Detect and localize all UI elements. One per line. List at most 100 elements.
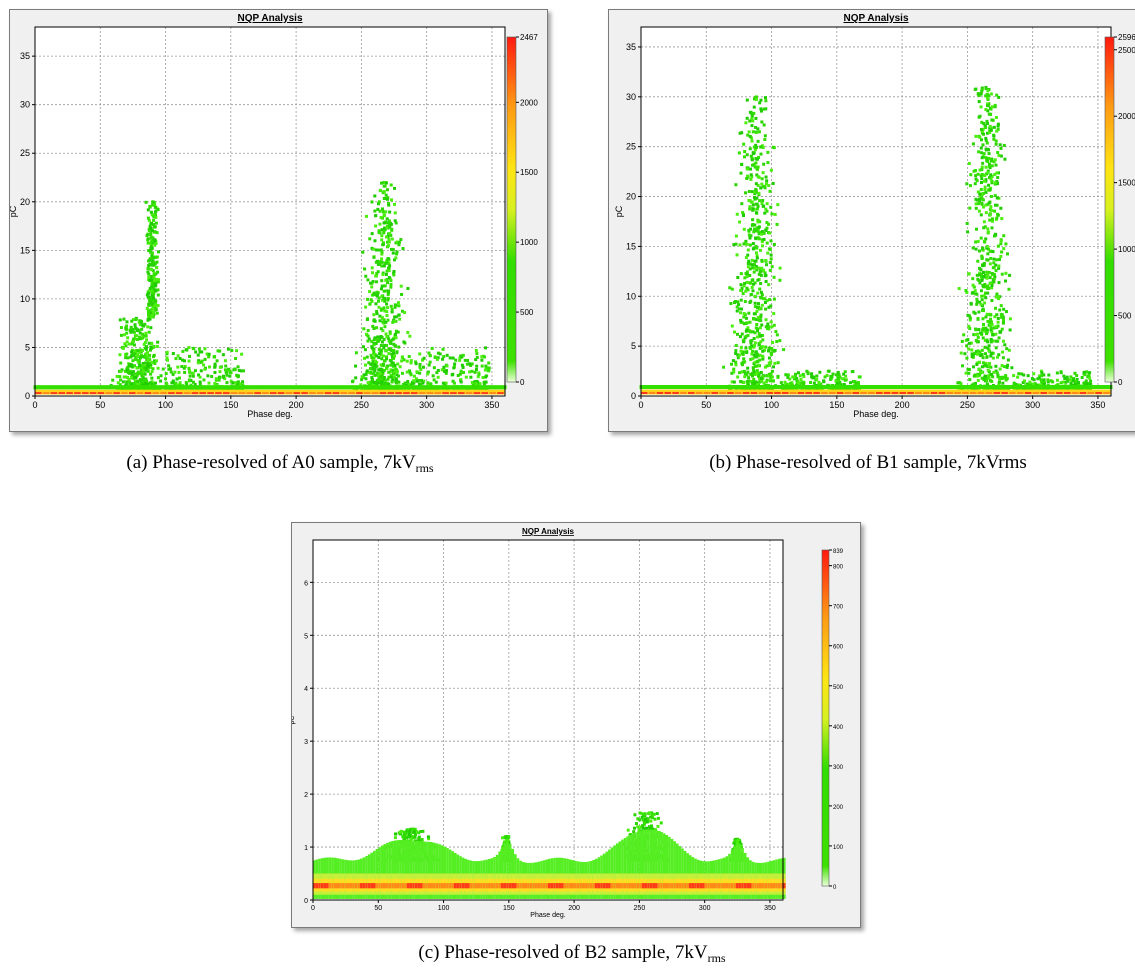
pd-point [940, 385, 944, 390]
pd-point [880, 385, 884, 390]
pd-point [1032, 385, 1036, 390]
baseline-band-hot [1009, 392, 1016, 395]
pd-point [377, 352, 381, 356]
pd-point [963, 385, 967, 390]
pd-point [385, 357, 389, 361]
pd-point [147, 302, 151, 306]
pd-point [748, 147, 752, 151]
pd-point [384, 235, 388, 239]
pd-point [773, 212, 777, 216]
pd-point [739, 385, 743, 390]
pd-point [155, 311, 159, 315]
pd-point [114, 385, 118, 390]
pd-point [794, 385, 798, 390]
pd-point [233, 368, 237, 372]
pd-point [485, 387, 489, 391]
pd-point [381, 210, 385, 214]
pd-point [763, 301, 767, 305]
pd-point [763, 211, 767, 215]
pd-point [376, 381, 380, 385]
pd-point [746, 366, 750, 370]
pd-point [751, 207, 755, 211]
pd-point [739, 298, 743, 302]
colorbar-tick-label: 1000 [520, 238, 538, 247]
baseline-band-hot [144, 392, 152, 395]
pd-point [382, 385, 386, 390]
baseline-band-hot [844, 392, 852, 395]
pd-point [1014, 382, 1018, 386]
pd-point [138, 335, 142, 339]
pd-point [754, 116, 758, 120]
pd-point [992, 261, 996, 265]
pd-point [392, 269, 396, 273]
pd-point [104, 385, 107, 390]
pd-point [992, 326, 996, 330]
pd-point [236, 380, 240, 384]
pd-point [384, 343, 388, 347]
y-tick-label: 10 [20, 294, 30, 304]
pd-point [816, 385, 820, 390]
pd-point [392, 348, 396, 352]
pd-point [393, 202, 397, 206]
pd-point [755, 352, 759, 356]
pd-point [829, 374, 833, 378]
pd-point [1076, 383, 1080, 387]
pd-point [971, 365, 975, 369]
pd-point [778, 385, 782, 390]
pd-point [352, 387, 356, 391]
pd-point [374, 260, 378, 264]
pd-point [169, 370, 173, 374]
pd-point [135, 366, 139, 370]
pd-point [431, 385, 435, 390]
pd-point [386, 196, 390, 200]
baseline-band-hot [270, 392, 277, 395]
pd-point [789, 381, 793, 385]
pd-point [342, 385, 346, 390]
pd-point [991, 333, 995, 337]
pd-point [749, 173, 753, 177]
pd-point [973, 351, 977, 355]
pd-point [750, 200, 754, 204]
pd-point [749, 234, 753, 238]
pd-point [484, 364, 488, 368]
pd-point [1106, 385, 1110, 390]
pd-point [748, 167, 752, 171]
pd-point [765, 299, 769, 303]
pd-point [748, 273, 752, 277]
pd-point [754, 95, 758, 99]
pd-point [366, 317, 370, 321]
pd-point [941, 385, 945, 390]
y-tick-label: 15 [20, 245, 30, 255]
pd-point [995, 292, 999, 296]
pd-point [751, 242, 755, 246]
pd-point [986, 89, 990, 93]
pd-point [231, 381, 235, 385]
pd-point [998, 258, 1002, 262]
pd-point [38, 385, 42, 390]
pd-point [965, 356, 969, 360]
pd-point [462, 371, 466, 375]
chart-title: NQP Analysis [237, 13, 302, 24]
pd-point [985, 312, 989, 316]
pd-point [141, 383, 145, 387]
pd-point [736, 275, 740, 279]
pd-point [997, 264, 1001, 268]
pd-point [1036, 377, 1040, 381]
pd-point [369, 380, 373, 384]
pd-point [142, 368, 146, 372]
pd-point [383, 309, 387, 313]
pd-point [149, 326, 153, 330]
pd-point [140, 374, 144, 378]
pd-point [1043, 385, 1047, 390]
baseline-band-hot [805, 392, 813, 395]
pd-point [767, 283, 771, 287]
pd-point [765, 378, 769, 382]
pd-point [387, 203, 391, 207]
baseline-band-hot [418, 392, 426, 395]
pd-point [752, 145, 756, 149]
pd-point [458, 372, 462, 376]
pd-point [389, 233, 393, 237]
pd-point [161, 385, 165, 390]
pd-point [472, 385, 476, 390]
baseline-band-hot [223, 392, 230, 395]
